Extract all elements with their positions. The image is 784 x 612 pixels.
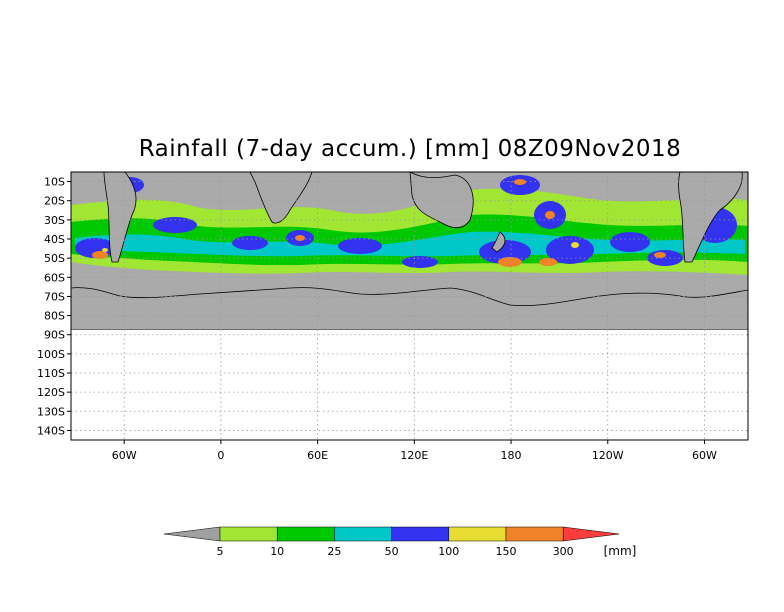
empty-map-region <box>71 330 748 440</box>
colorbar-low-arrow <box>163 526 221 542</box>
lat-tick-label: 40S <box>44 233 65 246</box>
colorbar-label: 300 <box>553 545 574 558</box>
lat-tick-label: 100S <box>37 348 65 361</box>
lat-tick-label: 90S <box>44 329 65 342</box>
longitude-axis: 60W 0 60E 120E 180 120W 60W <box>112 440 717 462</box>
rainfall-field <box>71 172 748 440</box>
lon-tick-label: 180 <box>501 449 522 462</box>
lon-tick-label: 60E <box>307 449 328 462</box>
map-frame <box>70 171 749 441</box>
colorbar-label: 25 <box>327 545 341 558</box>
lon-tick-label: 120W <box>592 449 624 462</box>
latitude-axis: 10S 20S 30S 40S 50S 60S 70S 80S 90S 100S 110S 120S 1… <box>37 176 71 437</box>
colorbar-segment <box>276 526 335 542</box>
antarctica <box>71 287 748 331</box>
continents <box>103 172 743 263</box>
rain-intense-patches <box>92 179 666 267</box>
australia <box>409 172 474 229</box>
africa <box>249 172 313 224</box>
lat-tick-label: 130S <box>37 405 65 418</box>
colorbar-segment <box>391 526 450 542</box>
colorbar: 5 10 25 50 100 150 300 [mm] <box>163 526 637 558</box>
new-zealand <box>491 231 506 253</box>
lat-tick-label: 120S <box>37 386 65 399</box>
colorbar-segment <box>505 526 564 542</box>
south-america-east <box>678 172 743 263</box>
lat-tick-label: 30S <box>44 214 65 227</box>
colorbar-label: 5 <box>217 545 224 558</box>
colorbar-label: 100 <box>438 545 459 558</box>
colorbar-segment <box>448 526 507 542</box>
colorbar-segment <box>219 526 278 542</box>
lat-tick-label: 10S <box>44 176 65 189</box>
lat-tick-label: 140S <box>37 424 65 437</box>
lon-tick-label: 60W <box>692 449 717 462</box>
colorbar-unit: [mm] <box>604 544 637 558</box>
lat-tick-label: 50S <box>44 252 65 265</box>
colorbar-label: 10 <box>270 545 284 558</box>
map-grid <box>71 172 748 440</box>
lon-tick-label: 120E <box>400 449 428 462</box>
lat-tick-label: 110S <box>37 367 65 380</box>
colorbar-label: 150 <box>496 545 517 558</box>
colorbar-high-arrow <box>562 526 620 542</box>
lon-tick-label: 60W <box>112 449 137 462</box>
map-title: Rainfall (7-day accum.) [mm] 08Z09Nov201… <box>138 136 682 162</box>
colorbar-label: 50 <box>385 545 399 558</box>
south-america-west <box>103 172 137 263</box>
lon-tick-label: 0 <box>217 449 224 462</box>
lat-tick-label: 70S <box>44 290 65 303</box>
lat-tick-label: 60S <box>44 271 65 284</box>
lat-tick-label: 20S <box>44 195 65 208</box>
colorbar-segment <box>334 526 392 542</box>
lat-tick-label: 80S <box>44 310 65 323</box>
